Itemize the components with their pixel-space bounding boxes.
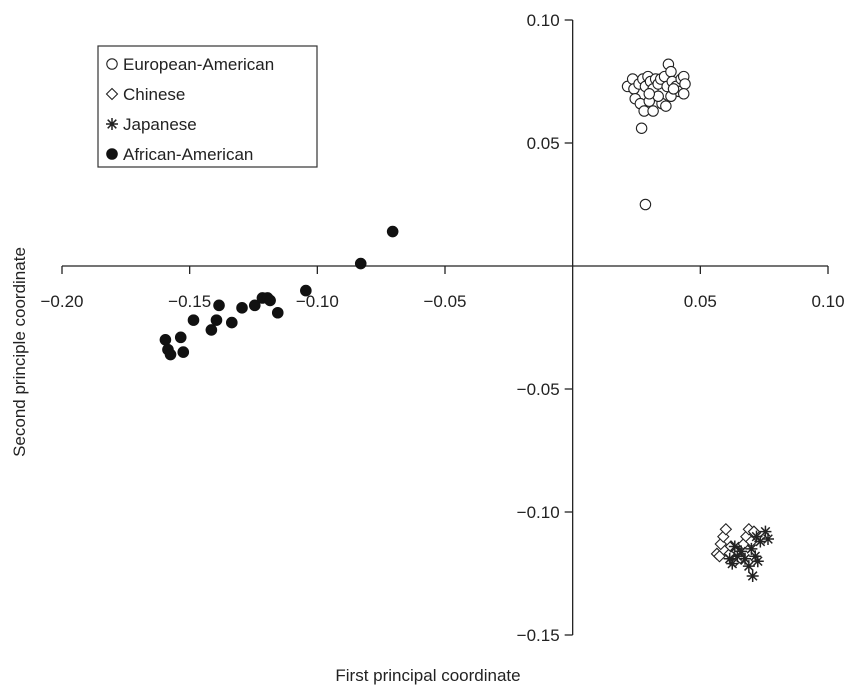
point-european-american <box>639 198 652 211</box>
x-axis-title: First principal coordinate <box>335 666 520 685</box>
point-european-american <box>660 100 672 112</box>
point-african-american <box>210 314 223 326</box>
point-japanese <box>751 555 764 568</box>
point-japanese <box>749 550 762 563</box>
tick-labels: −0.20 −0.15 −0.10 −0.05 0.05 0.10 0.10 0.05 −0.0… <box>40 11 844 645</box>
point-african-american <box>271 306 284 319</box>
point-european-american <box>665 65 677 78</box>
point-african-american <box>177 346 190 358</box>
point-african-american <box>264 294 276 307</box>
point-european-american <box>647 105 659 117</box>
axes <box>61 19 829 636</box>
point-chinese <box>719 522 733 536</box>
y-tick-label: 0.10 <box>527 11 560 30</box>
point-african-american <box>354 257 367 270</box>
y-axis-title: Second principle coordinate <box>10 247 29 457</box>
point-european-american <box>679 78 691 90</box>
x-tick-label: 0.10 <box>811 292 844 311</box>
point-african-american <box>159 333 172 346</box>
legend-box <box>97 45 318 168</box>
point-african-american <box>174 331 187 344</box>
legend-marker-european-american <box>106 58 118 70</box>
point-african-american <box>164 348 177 361</box>
y-tick-label: −0.10 <box>517 503 560 522</box>
x-tick-label: −0.10 <box>296 292 339 311</box>
data-points <box>159 58 774 582</box>
point-japanese <box>754 535 767 548</box>
y-tick-label: −0.05 <box>517 380 560 399</box>
legend-marker-japanese <box>106 118 118 130</box>
point-japanese <box>728 540 741 553</box>
legend-label-european-american: European-American <box>123 55 274 74</box>
point-african-american <box>248 299 261 312</box>
point-japanese <box>750 530 763 543</box>
point-japanese <box>723 552 736 565</box>
legend-marker-chinese <box>105 87 119 101</box>
point-african-american <box>187 314 200 326</box>
point-european-american <box>635 122 648 134</box>
point-japanese <box>745 542 758 555</box>
legend: European-American Chinese Japanese African-… <box>97 45 318 168</box>
legend-label-chinese: Chinese <box>123 85 185 104</box>
y-tick-label: 0.05 <box>527 134 560 153</box>
point-european-american <box>677 88 690 100</box>
x-tick-label: 0.05 <box>684 292 717 311</box>
x-tick-label: −0.15 <box>168 292 211 311</box>
point-japanese <box>726 557 739 570</box>
point-european-american <box>643 88 656 100</box>
point-african-american <box>225 316 238 329</box>
legend-marker-african-american <box>106 148 118 160</box>
x-tick-label: −0.20 <box>40 292 83 311</box>
point-japanese <box>759 525 772 538</box>
point-african-american <box>300 284 312 297</box>
point-african-american <box>213 299 225 312</box>
point-african-american <box>236 302 248 314</box>
point-african-american <box>205 324 218 336</box>
legend-label-african-american: African-American <box>123 145 253 164</box>
x-tick-label: −0.05 <box>423 292 466 311</box>
y-tick-label: −0.15 <box>517 626 560 645</box>
point-african-american <box>386 225 399 238</box>
point-japanese <box>731 550 744 563</box>
point-japanese <box>761 533 774 546</box>
point-japanese <box>735 545 748 558</box>
point-european-american <box>667 83 680 95</box>
point-japanese <box>746 569 759 582</box>
point-japanese <box>742 560 755 573</box>
point-japanese <box>739 552 752 565</box>
point-chinese <box>713 550 726 563</box>
legend-label-japanese: Japanese <box>123 115 197 134</box>
